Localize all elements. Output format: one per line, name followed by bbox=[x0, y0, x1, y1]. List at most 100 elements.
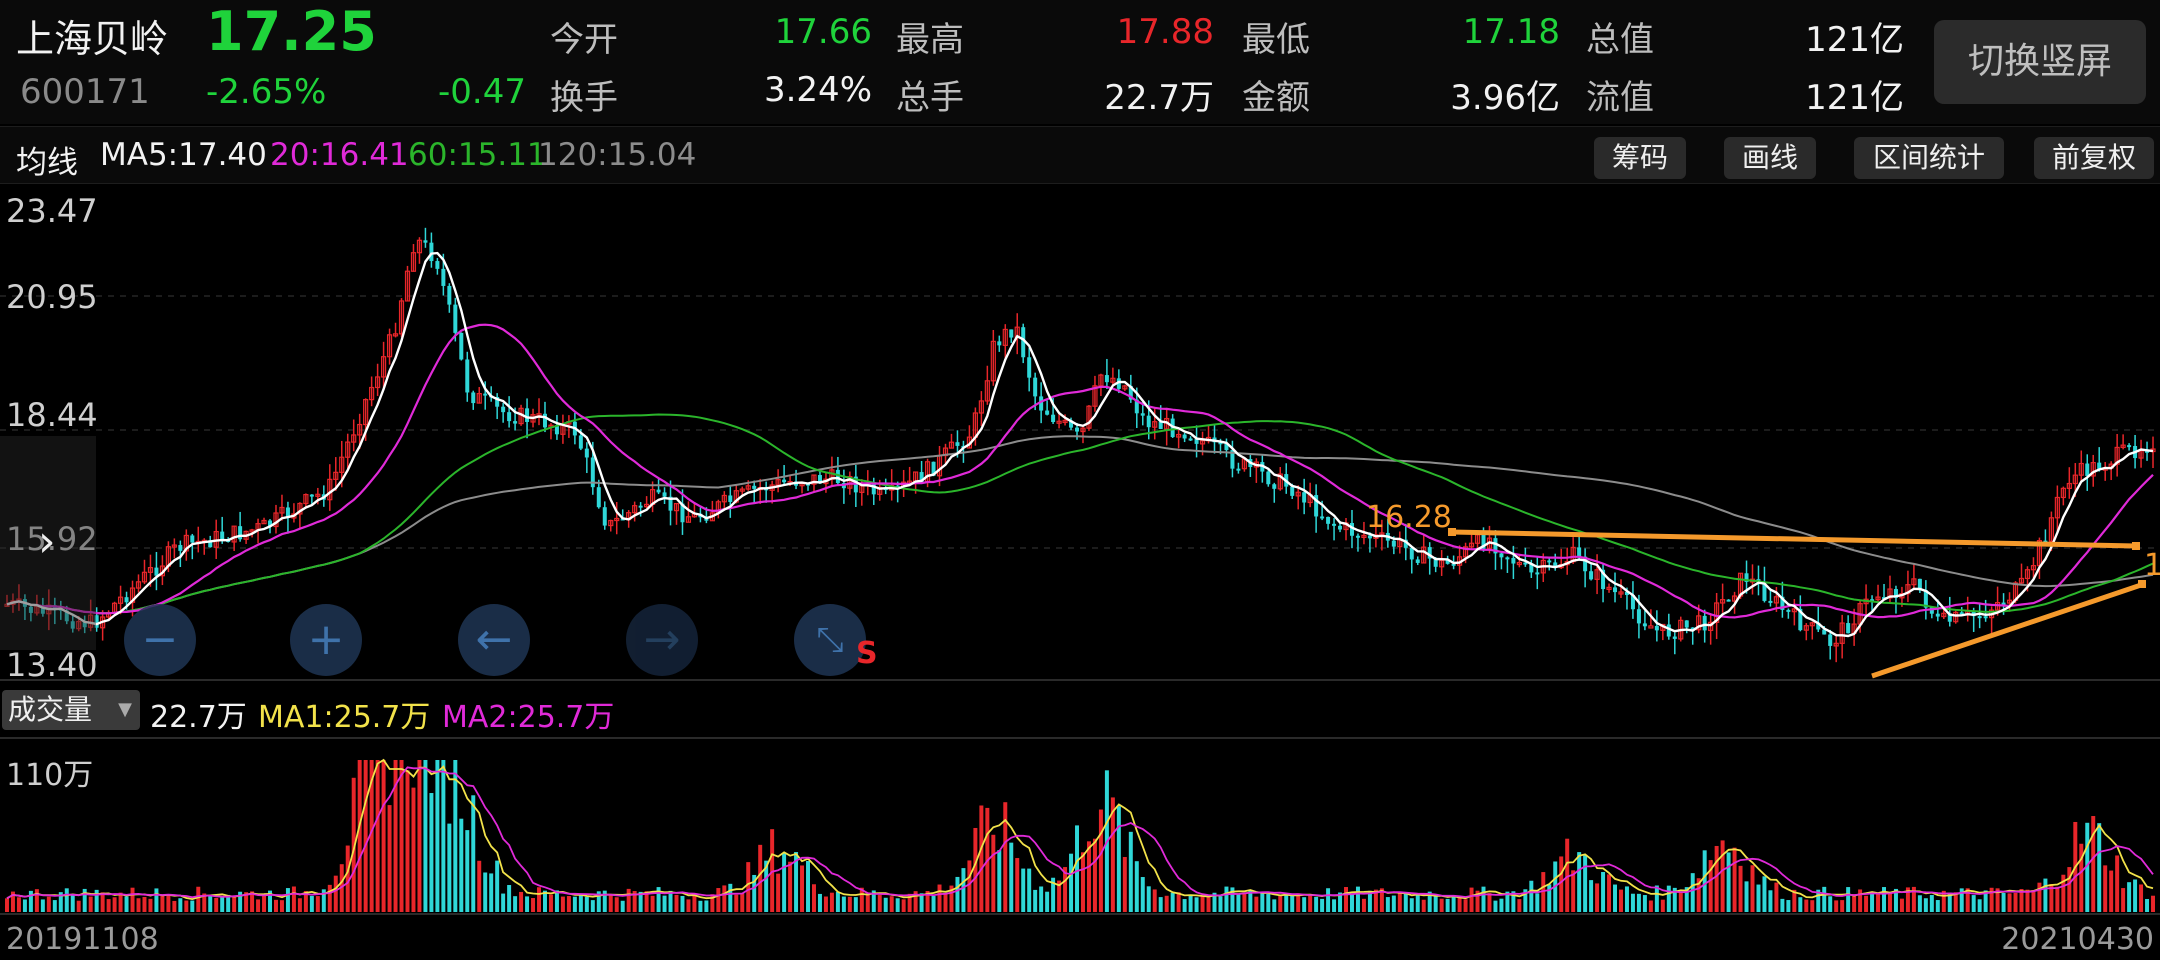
candle-body bbox=[1199, 440, 1206, 445]
candle-body bbox=[847, 476, 853, 489]
candle-body bbox=[1403, 539, 1408, 548]
candle-body bbox=[1230, 450, 1235, 469]
volume-bar bbox=[2085, 822, 2090, 912]
volume-bar bbox=[531, 898, 536, 912]
candle-body bbox=[978, 400, 984, 414]
volume-bar bbox=[1971, 895, 1976, 912]
zoom-out-button[interactable]: − bbox=[124, 604, 196, 676]
volume-bar bbox=[943, 894, 948, 912]
volume-bar bbox=[2091, 816, 2096, 912]
candle-body bbox=[453, 304, 458, 333]
candle-body bbox=[948, 441, 955, 449]
candle-body bbox=[380, 356, 387, 378]
draw-line-button[interactable]: 画线 bbox=[1724, 137, 1816, 179]
volume-bar bbox=[740, 893, 745, 912]
candle-body bbox=[1702, 615, 1707, 631]
volume-bar bbox=[226, 894, 231, 912]
candle-body bbox=[1349, 523, 1354, 536]
volume-bar bbox=[256, 899, 261, 912]
volume-bar bbox=[1624, 886, 1629, 912]
volume-bar bbox=[268, 890, 272, 912]
volume-bar bbox=[883, 897, 888, 912]
candle-body bbox=[1439, 559, 1445, 568]
volume-bar bbox=[100, 892, 105, 912]
volume-bar bbox=[1152, 889, 1157, 912]
chips-button[interactable]: 筹码 bbox=[1594, 137, 1686, 179]
volume-bar bbox=[1081, 852, 1085, 912]
volume-bar bbox=[1888, 893, 1892, 912]
candle-body bbox=[1822, 629, 1827, 635]
candle-body bbox=[1768, 600, 1773, 603]
volume-value: 22.7万 bbox=[150, 700, 247, 735]
volume-bar bbox=[1858, 889, 1863, 912]
scroll-right-button[interactable]: → bbox=[626, 604, 698, 676]
volume-bar bbox=[274, 899, 278, 912]
candle-body bbox=[513, 421, 518, 424]
volume-bar bbox=[2019, 889, 2024, 912]
forward-adjust-button[interactable]: 前复权 bbox=[2034, 137, 2154, 179]
candle-body bbox=[931, 461, 936, 476]
candle-body bbox=[369, 386, 375, 401]
volume-bar bbox=[172, 900, 177, 912]
volume-bar bbox=[1876, 892, 1881, 912]
volume-bar bbox=[913, 891, 918, 912]
candle-body bbox=[1923, 590, 1928, 608]
volume-bar bbox=[1098, 809, 1103, 912]
candle-body bbox=[1505, 557, 1510, 560]
volume-bar bbox=[1003, 802, 1008, 912]
total-value-value: 121亿 bbox=[1805, 20, 1904, 60]
candle-body bbox=[1481, 534, 1486, 549]
candle-body bbox=[1516, 561, 1522, 566]
indicator-dropdown[interactable]: 成交量 ▼ bbox=[2, 690, 140, 730]
candle-body bbox=[117, 596, 124, 604]
volume-bar bbox=[417, 760, 422, 912]
candle-body bbox=[1798, 608, 1803, 631]
scroll-left-button[interactable]: ← bbox=[458, 604, 530, 676]
volume-bar bbox=[429, 793, 434, 912]
candle-body bbox=[404, 270, 411, 302]
candle-body bbox=[1839, 622, 1845, 644]
volume-bar bbox=[566, 896, 571, 912]
volume-bar bbox=[1696, 878, 1701, 912]
volume-bar bbox=[1953, 892, 1958, 912]
ma20-value: 20:16.41 bbox=[270, 137, 409, 173]
candle-body bbox=[1875, 596, 1881, 601]
volume-bar bbox=[321, 889, 326, 912]
volume-bar bbox=[620, 900, 625, 912]
candle-body bbox=[309, 494, 314, 497]
volume-bar bbox=[1403, 892, 1408, 912]
candle-body bbox=[190, 535, 195, 543]
volume-bar bbox=[70, 894, 75, 912]
low-value: 17.18 bbox=[1462, 12, 1560, 52]
volume-bar bbox=[578, 893, 583, 912]
candle-body bbox=[1092, 385, 1098, 407]
volume-bar bbox=[1648, 900, 1653, 912]
candle-body bbox=[752, 485, 757, 489]
reset-view-button[interactable]: ⤡ bbox=[794, 604, 866, 676]
volume-bar bbox=[2067, 867, 2072, 912]
candle-body bbox=[2085, 463, 2090, 476]
volume-bar bbox=[507, 885, 512, 912]
volume-bar bbox=[841, 896, 846, 912]
range-stats-button[interactable]: 区间统计 bbox=[1854, 137, 2004, 179]
ma-title[interactable]: 均线 bbox=[16, 145, 78, 181]
candle-body bbox=[1302, 492, 1307, 503]
float-value-label: 流值 bbox=[1586, 78, 1654, 118]
volume-bar bbox=[453, 760, 458, 912]
switch-portrait-button[interactable]: 切换竖屏 bbox=[1934, 20, 2146, 104]
zoom-in-button[interactable]: + bbox=[290, 604, 362, 676]
volume-bar bbox=[1911, 886, 1916, 912]
side-panel-toggle[interactable]: › bbox=[0, 436, 96, 650]
candle-body bbox=[2090, 462, 2096, 477]
volume-bar bbox=[1302, 897, 1307, 912]
volume-bar bbox=[333, 875, 338, 912]
volume-bar bbox=[1702, 850, 1707, 912]
volume-bar bbox=[1720, 840, 1725, 912]
volume-bar bbox=[2133, 879, 2138, 912]
candle-body bbox=[1589, 571, 1594, 580]
volume-bar bbox=[148, 898, 153, 912]
candle-body bbox=[1606, 586, 1612, 590]
candle-body bbox=[1773, 596, 1780, 604]
volume-bar bbox=[734, 894, 739, 912]
